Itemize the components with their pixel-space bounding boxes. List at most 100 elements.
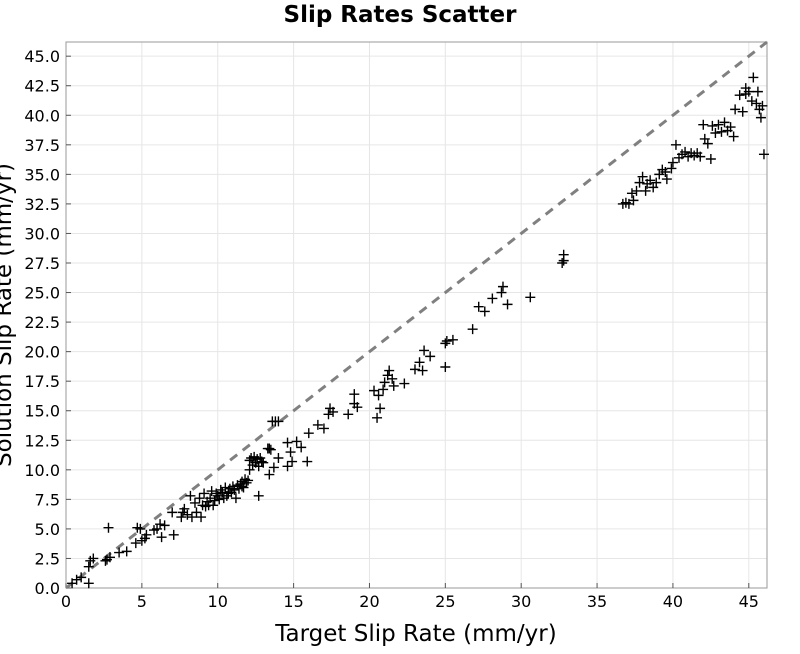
chart-title: Slip Rates Scatter bbox=[284, 2, 518, 28]
data-point bbox=[634, 177, 645, 188]
data-point bbox=[440, 338, 451, 349]
data-point bbox=[155, 519, 166, 530]
y-tick-label: 32.5 bbox=[24, 195, 60, 214]
data-point bbox=[83, 561, 94, 572]
data-point bbox=[156, 532, 167, 543]
data-point bbox=[323, 409, 334, 420]
data-point bbox=[496, 287, 507, 298]
data-point bbox=[273, 453, 284, 463]
data-point bbox=[667, 157, 678, 168]
data-point bbox=[399, 378, 410, 389]
data-point bbox=[185, 490, 196, 501]
data-point bbox=[215, 484, 226, 495]
data-point bbox=[502, 299, 513, 310]
y-tick-label: 2.5 bbox=[35, 549, 60, 568]
data-point bbox=[159, 520, 170, 531]
data-point bbox=[698, 119, 709, 130]
data-point bbox=[186, 512, 197, 523]
x-tick-label: 30 bbox=[511, 592, 531, 611]
data-point bbox=[447, 334, 458, 345]
data-point bbox=[626, 188, 637, 199]
data-point bbox=[375, 403, 386, 414]
y-tick-label: 17.5 bbox=[24, 372, 60, 391]
data-point bbox=[105, 552, 116, 563]
data-point bbox=[670, 139, 681, 150]
data-point bbox=[752, 86, 763, 97]
data-point bbox=[262, 443, 273, 454]
data-point bbox=[103, 522, 114, 533]
data-point bbox=[220, 482, 231, 493]
x-tick-label: 20 bbox=[359, 592, 379, 611]
y-tick-label: 15.0 bbox=[24, 402, 60, 421]
x-tick-label: 5 bbox=[137, 592, 147, 611]
data-point bbox=[205, 493, 216, 504]
data-point bbox=[417, 365, 428, 376]
data-point bbox=[243, 475, 254, 486]
data-point bbox=[285, 447, 296, 458]
data-point bbox=[734, 90, 745, 101]
y-tick-label: 27.5 bbox=[24, 254, 60, 273]
y-tick-label: 37.5 bbox=[24, 136, 60, 155]
x-tick-label: 40 bbox=[663, 592, 683, 611]
y-tick-label: 20.0 bbox=[24, 343, 60, 362]
data-point bbox=[719, 117, 730, 128]
data-point bbox=[253, 490, 264, 501]
data-point bbox=[730, 104, 741, 115]
data-point bbox=[666, 163, 677, 174]
y-tick-label: 5.0 bbox=[35, 520, 60, 539]
data-point bbox=[751, 98, 762, 109]
data-point bbox=[273, 416, 284, 427]
data-point bbox=[244, 464, 255, 475]
y-tick-label: 35.0 bbox=[24, 165, 60, 184]
data-point bbox=[707, 120, 718, 131]
data-point bbox=[349, 389, 360, 400]
data-point bbox=[296, 442, 307, 453]
data-point bbox=[425, 351, 436, 362]
data-point bbox=[318, 423, 329, 434]
data-point bbox=[302, 456, 313, 467]
data-point bbox=[740, 83, 751, 94]
data-point bbox=[440, 362, 451, 372]
data-point bbox=[167, 507, 178, 518]
data-point bbox=[705, 154, 716, 164]
data-point bbox=[76, 572, 87, 583]
data-point bbox=[206, 486, 217, 497]
data-point bbox=[737, 106, 748, 117]
data-point bbox=[121, 546, 132, 557]
y-tick-label: 30.0 bbox=[24, 224, 60, 243]
data-point bbox=[557, 258, 568, 268]
y-tick-label: 42.5 bbox=[24, 77, 60, 96]
data-point bbox=[168, 529, 179, 540]
data-point bbox=[702, 138, 713, 149]
x-tick-label: 10 bbox=[208, 592, 228, 611]
data-point bbox=[497, 281, 508, 292]
data-point bbox=[713, 119, 724, 130]
data-point bbox=[755, 112, 766, 123]
data-point bbox=[194, 493, 205, 504]
data-point bbox=[414, 357, 425, 368]
axis-ticks: 0 5 10 15 20 25 30 35 40 45 0.0 2.5 5.0 7.5 10.0 12.5 15… bbox=[24, 47, 759, 611]
y-tick-label: 0.0 bbox=[35, 579, 60, 598]
data-point bbox=[384, 365, 395, 376]
data-point bbox=[387, 373, 398, 384]
data-point bbox=[237, 481, 248, 492]
data-point bbox=[141, 529, 152, 540]
data-points bbox=[67, 72, 769, 589]
data-point bbox=[757, 100, 768, 111]
data-point bbox=[640, 185, 651, 196]
x-tick-label: 0 bbox=[61, 592, 71, 611]
data-point bbox=[467, 324, 478, 335]
data-point bbox=[71, 574, 82, 585]
data-point bbox=[479, 306, 490, 317]
data-point bbox=[328, 406, 339, 417]
data-point bbox=[388, 380, 399, 391]
data-point bbox=[631, 185, 642, 196]
data-point bbox=[343, 409, 354, 420]
y-tick-label: 25.0 bbox=[24, 284, 60, 303]
data-point bbox=[256, 456, 267, 467]
data-point bbox=[728, 131, 739, 142]
data-point bbox=[645, 175, 656, 186]
data-point bbox=[291, 436, 302, 447]
data-point bbox=[189, 497, 200, 508]
data-point bbox=[525, 292, 536, 303]
